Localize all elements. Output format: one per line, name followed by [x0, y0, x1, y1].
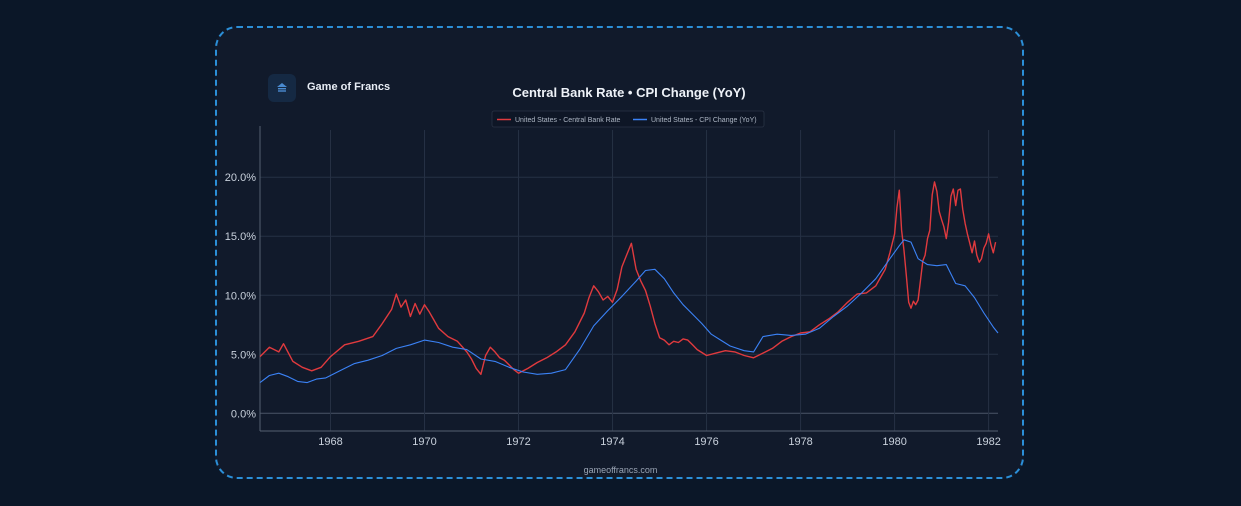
legend-label: United States - Central Bank Rate — [515, 117, 621, 124]
x-tick-label: 1972 — [506, 436, 530, 448]
x-tick-label: 1974 — [600, 436, 624, 448]
legend-label: United States - CPI Change (YoY) — [651, 117, 757, 124]
y-tick-label: 20.0% — [225, 172, 256, 184]
y-tick-label: 10.0% — [225, 290, 256, 302]
chart-title: Central Bank Rate • CPI Change (YoY) — [512, 85, 745, 100]
x-tick-label: 1978 — [788, 436, 812, 448]
x-tick-label: 1980 — [882, 436, 906, 448]
cpi-change-line — [259, 239, 999, 384]
chart-card — [215, 26, 1024, 479]
y-tick-label: 15.0% — [225, 231, 256, 243]
grid — [260, 130, 998, 431]
x-tick-label: 1976 — [694, 436, 718, 448]
central-bank-rate-line — [259, 181, 997, 375]
series-layer — [259, 181, 999, 384]
legend: United States - Central Bank Rate United … — [491, 110, 765, 128]
axes: 0.0% 5.0% 10.0% 15.0% 20.0% 1968 1970 1972 1974 1… — [225, 126, 1001, 448]
game-of-francs-logo-icon — [268, 74, 296, 102]
x-tick-label: 1970 — [412, 436, 436, 448]
brand-name: Game of Francs — [307, 81, 391, 93]
x-tick-label: 1968 — [318, 436, 342, 448]
legend-box — [491, 110, 765, 128]
y-tick-label: 5.0% — [231, 349, 256, 361]
footer-url: gameoffrancs.com — [583, 465, 658, 475]
y-tick-label: 0.0% — [231, 408, 256, 420]
x-tick-label: 1982 — [976, 436, 1000, 448]
